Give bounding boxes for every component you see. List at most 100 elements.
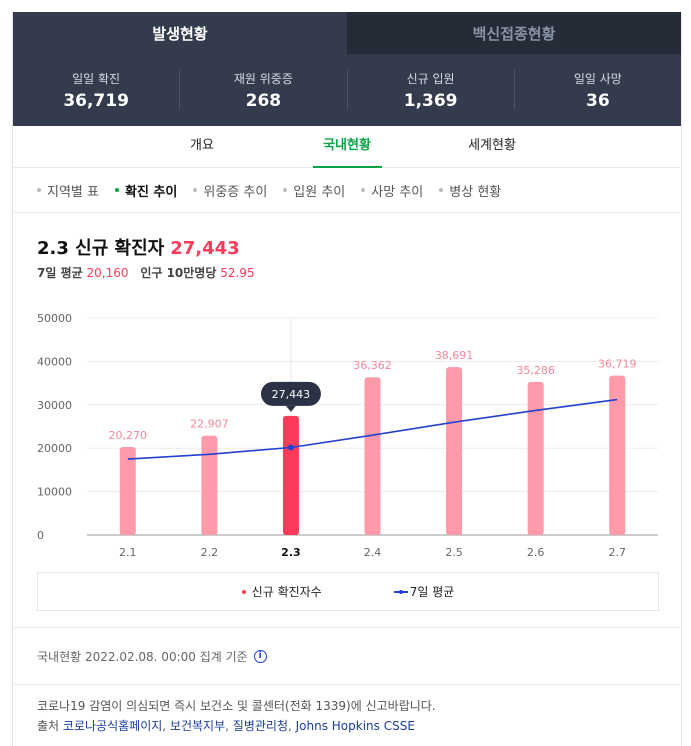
tab-overview[interactable]: 개요 (190, 138, 214, 153)
menu-item-admission-trend[interactable]: 입원 추이 (283, 181, 345, 200)
y-tick-label: 0 (37, 529, 44, 542)
separator: , (287, 719, 296, 733)
menu-item-critical-trend[interactable]: 위중증 추이 (193, 181, 267, 200)
avg-point (287, 444, 294, 451)
tooltip-bubble (260, 381, 321, 406)
notice-text: 코로나19 감염이 의심되면 즉시 보건소 및 콜센터(전화 1339)에 신고… (37, 699, 436, 713)
source-link-mohw[interactable]: 보건복지부 (169, 719, 226, 733)
x-tick-label: 2.1 (119, 546, 137, 559)
bar (364, 377, 381, 535)
menu-item-label: 지역별 표 (47, 184, 99, 200)
y-tick-label: 20000 (37, 442, 72, 455)
avg-value: 20,160 (86, 266, 129, 280)
menu-item-label: 병상 현황 (449, 184, 502, 200)
bar (201, 435, 218, 535)
bullet-icon (37, 188, 41, 192)
top-tabs: 발생현황 백신접종현황 (13, 12, 681, 54)
bar (446, 367, 463, 535)
separator: , (162, 719, 170, 733)
stat-critical: 재원 위중증 268 (180, 70, 348, 111)
tab-outbreak-status[interactable]: 발생현황 (13, 12, 347, 54)
stat-value: 1,369 (403, 90, 458, 111)
legend-line-icon (393, 589, 408, 594)
y-tick-label: 40000 (37, 355, 72, 368)
avg-label: 7일 평균 (37, 266, 83, 280)
y-tick-label: 50000 (37, 312, 72, 325)
tab-vaccination-status[interactable]: 백신접종현황 (347, 12, 681, 54)
info-icon[interactable]: i (253, 649, 267, 663)
legend-dot-icon (241, 589, 246, 594)
bar-data-label: 38,691 (435, 349, 474, 362)
menu-item-label: 위중증 추이 (203, 184, 268, 200)
bar-data-label: 36,362 (353, 359, 392, 372)
per-capita-value: 52.95 (220, 266, 255, 280)
bullet-icon (193, 188, 198, 192)
menu-item-label: 사망 추이 (371, 184, 424, 200)
stat-label: 재원 위중증 (233, 71, 293, 86)
bullet-icon (114, 188, 119, 192)
sources-line: 출처 코로나공식홈페이지, 보건복지부, 질병관리청, Johns Hopkin… (37, 716, 436, 736)
bar-data-label: 36,719 (598, 358, 637, 371)
x-tick-label: 2.3 (281, 546, 301, 559)
data-basis: 국내현황 2022.02.08. 00:00 집계 기준 i (13, 627, 681, 685)
legend-item-bars[interactable]: 신규 확진자수 (241, 583, 322, 600)
per-capita-label: 인구 10만명당 (140, 266, 217, 280)
stat-value: 36,719 (63, 90, 129, 111)
header: 발생현황 백신접종현황 일일 확진 36,719 재원 위중증 268 신규 입… (13, 12, 681, 126)
tab-world[interactable]: 세계현황 (468, 138, 516, 153)
bar-data-label: 20,270 (109, 429, 148, 442)
basis-text: 국내현황 2022.02.08. 00:00 집계 기준 (37, 649, 248, 664)
stat-value: 36 (586, 90, 610, 111)
stat-new-admission: 신규 입원 1,369 (348, 70, 515, 111)
bar (119, 447, 136, 535)
bullet-icon (283, 188, 288, 192)
bar (609, 375, 626, 535)
source-label: 출처 (37, 719, 60, 733)
separator: , (225, 719, 233, 733)
y-tick-label: 10000 (37, 486, 72, 499)
chart-menu: 지역별 표 확진 추이 위중증 추이 입원 추이 사망 추이 병상 현황 (13, 168, 681, 213)
x-tick-label: 2.6 (527, 546, 545, 559)
sub-tabs: 개요 국내현황 세계현황 (13, 126, 681, 168)
confirmed-trend-chart: 0 10000 20000 30000 40000 50000 20,270 2.1 22,90… (37, 312, 658, 559)
x-tick-label: 2.5 (445, 546, 463, 559)
legend-item-line[interactable]: 7일 평균 (393, 583, 455, 600)
x-tick-label: 2.4 (364, 546, 382, 559)
legend-label: 7일 평균 (409, 585, 455, 599)
stat-label: 일일 사망 (573, 71, 622, 86)
bar (282, 415, 299, 535)
avg-line (127, 398, 618, 460)
stat-value: 268 (245, 90, 282, 111)
tab-domestic[interactable]: 국내현황 (275, 126, 420, 168)
bullet-icon (439, 188, 444, 192)
chart-title-label: 2.3 신규 확진자 (37, 238, 165, 259)
bullet-icon (361, 188, 366, 192)
chart-legend: 신규 확진자수 7일 평균 (37, 572, 659, 611)
stat-daily-deaths: 일일 사망 36 (515, 70, 681, 111)
tooltip-arrow (285, 405, 296, 412)
menu-item-death-trend[interactable]: 사망 추이 (361, 181, 423, 200)
stat-label: 일일 확진 (72, 71, 121, 86)
menu-item-label: 입원 추이 (293, 184, 346, 200)
notice: 코로나19 감염이 의심되면 즉시 보건소 및 콜센터(전화 1339)에 신고… (37, 696, 436, 736)
x-tick-label: 2.7 (608, 546, 626, 559)
bar-data-label: 22,907 (190, 418, 229, 431)
menu-item-bed-status[interactable]: 병상 현황 (439, 181, 501, 200)
y-tick-label: 30000 (37, 399, 72, 412)
source-link-kdca-covid[interactable]: 코로나공식홈페이지 (62, 719, 163, 733)
stat-label: 신규 입원 (406, 71, 455, 86)
covid-widget: 발생현황 백신접종현황 일일 확진 36,719 재원 위중증 268 신규 입… (12, 12, 682, 746)
stat-daily-confirmed: 일일 확진 36,719 (13, 70, 181, 111)
chart-title: 2.3 신규 확진자 27,443 (37, 234, 240, 260)
source-link-jhu[interactable]: Johns Hopkins CSSE (295, 719, 415, 733)
source-link-kdca[interactable]: 질병관리청 (232, 719, 288, 733)
menu-item-label: 확진 추이 (124, 184, 178, 200)
tooltip-label: 27,443 (272, 388, 311, 401)
menu-item-region-table[interactable]: 지역별 표 (37, 181, 99, 200)
bar (527, 381, 544, 535)
x-tick-label: 2.2 (201, 546, 219, 559)
menu-item-confirmed-trend[interactable]: 확진 추이 (114, 181, 178, 200)
chart-title-value: 27,443 (170, 238, 240, 259)
bar-data-label: 35,286 (516, 364, 555, 377)
summary-stats: 일일 확진 36,719 재원 위중증 268 신규 입원 1,369 일일 사… (13, 54, 681, 126)
